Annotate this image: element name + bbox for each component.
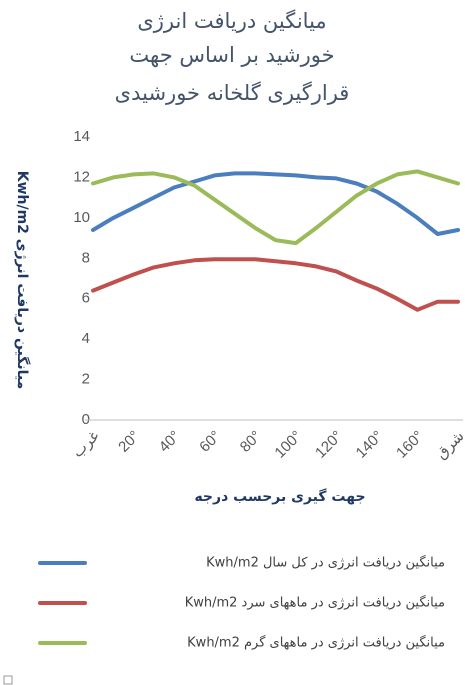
x-tick-label: 80°	[237, 428, 265, 456]
legend-label: میانگین دریافت انرژی در ماههای سرد Kwh/m…	[185, 595, 445, 611]
y-tick-label: 12	[73, 168, 90, 185]
x-axis-title: جهت گیری برحسب درجه	[194, 488, 365, 505]
chart-title: قرارگیری گلخانه خورشیدی	[115, 81, 350, 105]
x-tick-label: 140°	[353, 428, 387, 462]
legend-label: میانگین دریافت انرژی در ماههای گرم Kwh/m…	[187, 635, 445, 651]
series-line	[91, 169, 460, 246]
legend-label: میانگین دریافت انرژی در کل سال Kwh/m2	[206, 555, 445, 571]
y-tick-label: 4	[82, 330, 90, 347]
x-tick-label: 60°	[196, 428, 224, 456]
series-line	[91, 171, 460, 236]
y-tick-label: 14	[73, 128, 90, 145]
frame-corner	[3, 675, 13, 685]
y-tick-label: 10	[73, 209, 90, 226]
x-tick-label: غرب	[69, 428, 103, 462]
x-tick-label: 100°	[271, 428, 305, 462]
y-axis-title: میانگین دریافت انرژی Kwh/m2	[14, 171, 31, 390]
x-tick-label: 120°	[312, 428, 346, 462]
series-line	[91, 257, 460, 312]
chart-title: میانگین دریافت انرژی	[137, 9, 326, 33]
x-tick-label: 40°	[156, 428, 184, 456]
y-tick-label: 8	[82, 249, 90, 266]
y-tick-label: 2	[82, 371, 90, 388]
y-tick-label: 6	[82, 290, 90, 307]
y-tick-label: 0	[82, 411, 90, 428]
x-tick-label: 20°	[115, 428, 143, 456]
x-tick-label: 160°	[393, 428, 427, 462]
chart-title: خورشید بر اساس جهت	[129, 43, 334, 67]
x-tick-label: شرق	[433, 428, 465, 463]
